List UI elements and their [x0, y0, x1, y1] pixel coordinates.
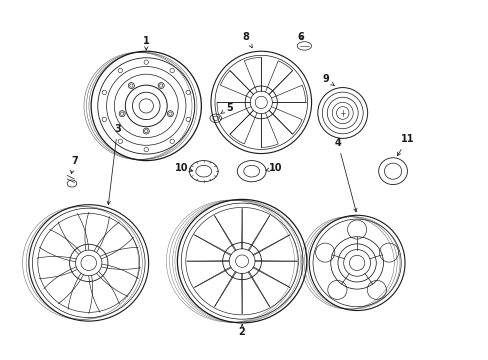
- Text: 7: 7: [70, 156, 78, 174]
- Text: 4: 4: [334, 138, 356, 212]
- Text: 6: 6: [297, 32, 304, 42]
- Text: 9: 9: [322, 75, 334, 86]
- Text: 10: 10: [265, 163, 282, 173]
- Text: 5: 5: [220, 103, 232, 114]
- Text: 1: 1: [142, 36, 149, 50]
- Text: 8: 8: [242, 32, 252, 48]
- Text: 3: 3: [107, 124, 121, 204]
- Text: 10: 10: [174, 163, 192, 173]
- Text: 2: 2: [238, 324, 245, 337]
- Text: 11: 11: [397, 134, 413, 156]
